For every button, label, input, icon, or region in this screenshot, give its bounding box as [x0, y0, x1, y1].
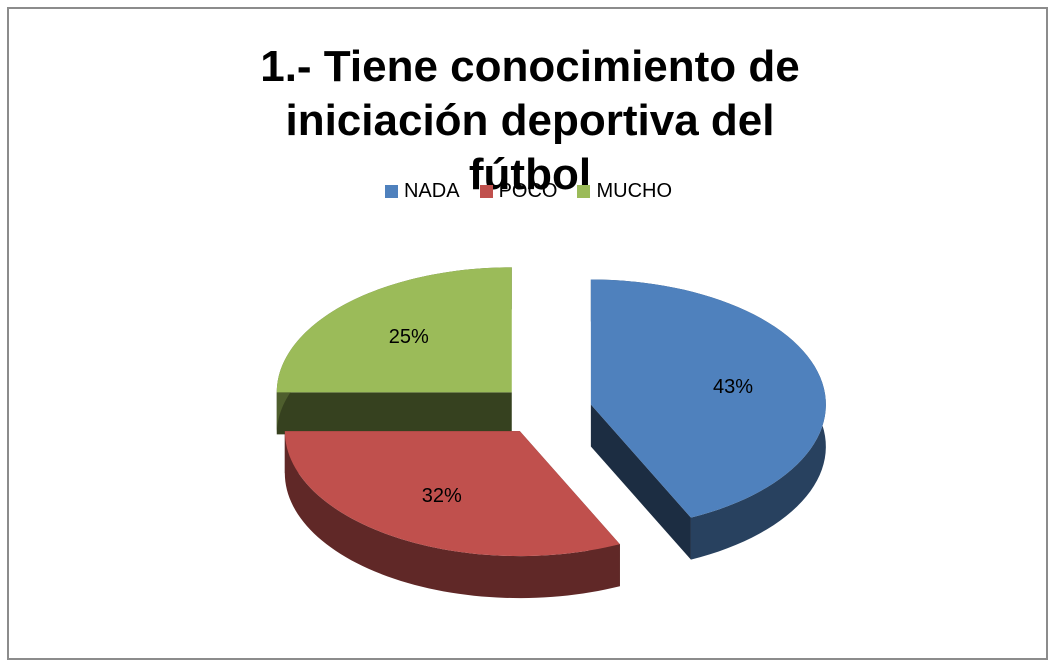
slice: [276, 267, 512, 393]
data-label: 43%: [713, 376, 753, 398]
chart-title: 1.- Tiene conocimiento de iniciación dep…: [260, 42, 800, 199]
slice: [284, 431, 620, 557]
slice-face: [276, 392, 512, 435]
data-label: 25%: [389, 326, 429, 348]
slice-face: [590, 404, 691, 560]
legend-label: MUCHO: [596, 180, 673, 202]
chart-frame: [7, 7, 1048, 660]
legend-item: NADA: [384, 180, 460, 203]
legend-item: MUCHO: [577, 180, 672, 203]
slice-tops: [276, 267, 826, 557]
slice: [590, 279, 826, 518]
legend-swatch: [384, 185, 398, 198]
legend: NADA POCO MUCHO: [0, 180, 1057, 203]
slice-side: [284, 431, 620, 599]
legend-swatch: [577, 185, 591, 198]
legend-item: POCO: [479, 180, 558, 203]
data-label: 32%: [422, 485, 462, 507]
legend-label: NADA: [403, 180, 460, 202]
legend-swatch: [479, 185, 493, 198]
legend-label: POCO: [498, 180, 558, 202]
